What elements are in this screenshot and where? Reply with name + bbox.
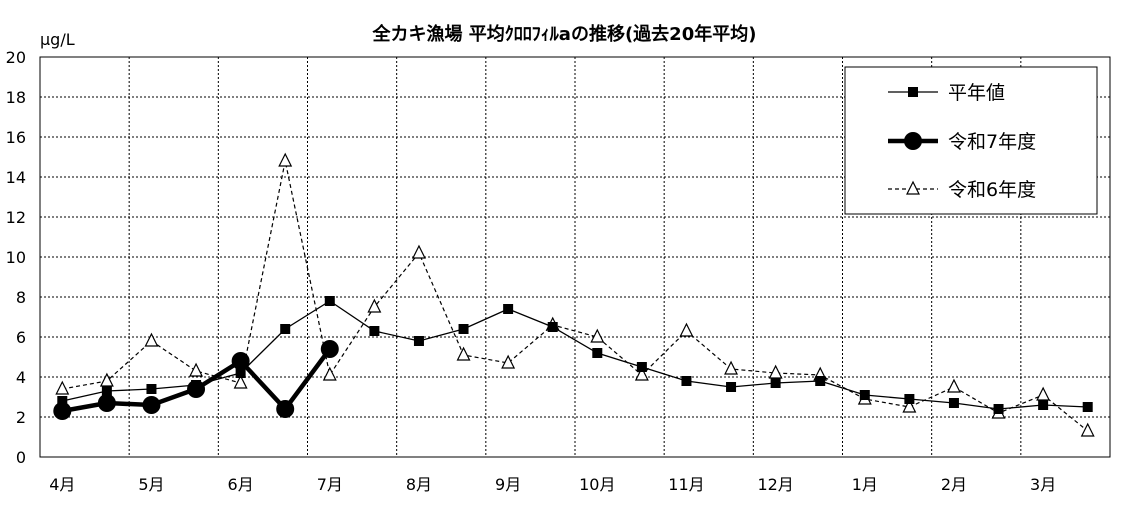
legend-label: 令和6年度 bbox=[948, 179, 1036, 201]
data-point bbox=[367, 298, 382, 313]
x-tick-label: 2月 bbox=[941, 475, 967, 494]
data-point bbox=[99, 372, 114, 387]
data-point bbox=[322, 366, 337, 381]
x-tick-label: 5月 bbox=[138, 475, 164, 494]
data-point bbox=[1036, 386, 1051, 401]
y-tick-label: 6 bbox=[16, 328, 26, 347]
legend-label: 令和7年度 bbox=[948, 131, 1036, 153]
x-tick-label: 7月 bbox=[317, 475, 343, 494]
data-point bbox=[904, 394, 915, 404]
data-point bbox=[146, 384, 157, 394]
data-point bbox=[369, 326, 380, 336]
data-point bbox=[142, 396, 161, 414]
data-point bbox=[280, 324, 291, 334]
y-tick-label: 10 bbox=[6, 248, 26, 267]
data-point bbox=[53, 402, 72, 420]
data-point bbox=[503, 304, 514, 314]
data-point bbox=[768, 364, 783, 379]
data-point bbox=[904, 132, 922, 150]
series-layer bbox=[53, 152, 1095, 437]
x-tick-label: 11月 bbox=[668, 475, 704, 494]
data-point bbox=[276, 400, 295, 418]
data-point bbox=[144, 332, 159, 347]
data-point bbox=[815, 376, 826, 386]
data-point bbox=[681, 376, 692, 386]
y-tick-label: 4 bbox=[16, 368, 26, 387]
data-point bbox=[679, 322, 694, 337]
data-point bbox=[324, 296, 335, 306]
legend-label: 平年値 bbox=[948, 82, 1005, 104]
data-point bbox=[859, 390, 870, 400]
data-point bbox=[636, 362, 647, 372]
x-tick-label: 6月 bbox=[228, 475, 254, 494]
data-point bbox=[413, 336, 424, 346]
y-tick-label: 2 bbox=[16, 408, 26, 427]
data-point bbox=[97, 394, 116, 412]
data-point bbox=[724, 360, 739, 375]
x-tick-label: 1月 bbox=[852, 475, 878, 494]
series-bold-circle bbox=[53, 340, 339, 420]
y-tick-label: 14 bbox=[6, 168, 26, 187]
data-point bbox=[458, 324, 469, 334]
x-tick-label: 12月 bbox=[757, 475, 793, 494]
data-point bbox=[1080, 422, 1095, 437]
data-point bbox=[726, 382, 737, 392]
series-dashed-triangle bbox=[55, 152, 1095, 437]
plot-frame bbox=[39, 56, 1111, 458]
data-point bbox=[902, 398, 917, 413]
data-point bbox=[634, 366, 649, 381]
y-tick-label: 12 bbox=[6, 208, 26, 227]
data-point bbox=[1038, 400, 1049, 410]
data-point bbox=[948, 398, 959, 408]
x-tick-label: 3月 bbox=[1030, 475, 1056, 494]
data-point bbox=[57, 396, 68, 406]
data-point bbox=[590, 328, 605, 343]
data-point bbox=[411, 244, 426, 259]
data-point bbox=[189, 362, 204, 377]
data-point bbox=[946, 378, 961, 393]
y-tick-label: 20 bbox=[6, 48, 26, 67]
y-tick-label: 16 bbox=[6, 128, 26, 147]
data-point bbox=[235, 368, 246, 378]
x-tick-label: 9月 bbox=[495, 475, 521, 494]
y-tick-label: 18 bbox=[6, 88, 26, 107]
data-point bbox=[592, 348, 603, 358]
data-point bbox=[187, 380, 206, 398]
data-point bbox=[101, 386, 112, 396]
data-point bbox=[501, 354, 516, 369]
data-point bbox=[993, 404, 1004, 414]
data-point bbox=[233, 374, 248, 389]
data-point bbox=[231, 352, 250, 370]
x-tick-label: 8月 bbox=[406, 475, 432, 494]
y-axis-label: μg/L bbox=[40, 30, 75, 49]
x-tick-label: 10月 bbox=[579, 475, 615, 494]
axes: 0 2 4 6 8 10 12 14 16 18 20 4月 5月 6月 7月 8月 9月 10月 11月 12月 1月… bbox=[6, 30, 1111, 494]
series-line bbox=[62, 300, 1088, 410]
y-tick-label: 8 bbox=[16, 288, 26, 307]
data-point bbox=[547, 322, 558, 332]
series-line bbox=[62, 160, 1089, 432]
chart-title: 全カキ漁場 平均ｸﾛﾛﾌｨﾙaの推移(過去20年平均) bbox=[372, 24, 757, 45]
data-point bbox=[456, 346, 471, 361]
y-tick-label: 0 bbox=[16, 448, 26, 467]
data-point bbox=[278, 152, 293, 167]
data-point bbox=[55, 380, 70, 395]
legend-box bbox=[844, 66, 1098, 215]
x-tick-label: 4月 bbox=[49, 475, 75, 494]
data-point bbox=[1082, 402, 1093, 412]
data-point bbox=[770, 378, 781, 388]
data-point bbox=[906, 180, 920, 195]
data-point bbox=[908, 87, 918, 97]
data-point bbox=[320, 340, 339, 358]
